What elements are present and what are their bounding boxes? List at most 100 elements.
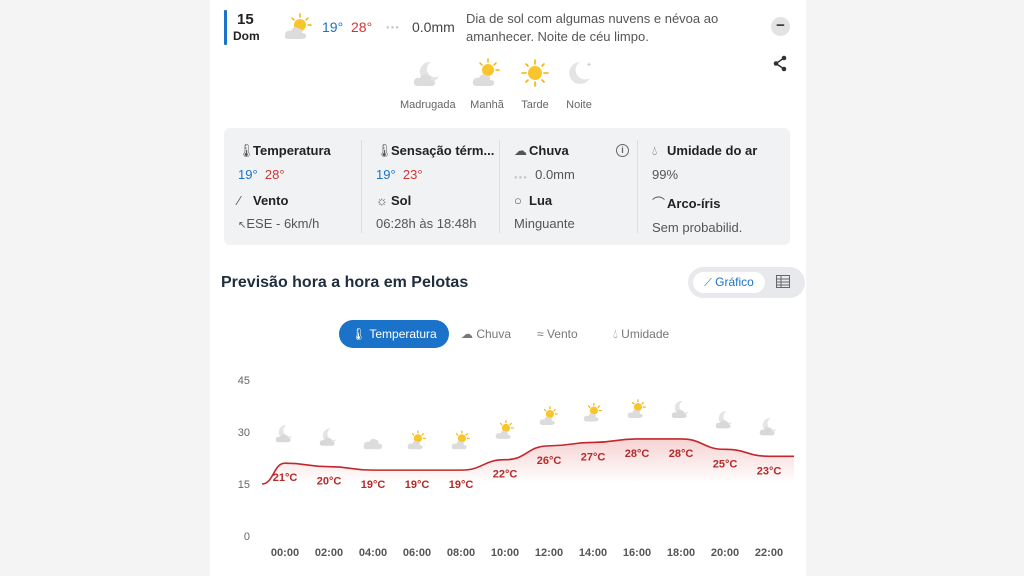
- x-tick-label: 20:00: [711, 547, 739, 559]
- wind-icon: ⁄: [238, 193, 241, 208]
- y-tick-label: 30: [238, 427, 250, 439]
- sun-cloud-icon: [539, 406, 558, 426]
- detail-humidity: 💧︎ Umidade do ar 99%: [652, 143, 758, 182]
- share-icon[interactable]: [772, 55, 788, 77]
- x-tick-label: 12:00: [535, 547, 563, 559]
- rain-drops-icon: ●●●: [386, 25, 400, 31]
- tab-umidade[interactable]: 💧︎ Umidade: [613, 327, 670, 341]
- period-label: Madrugada: [400, 99, 456, 111]
- day-date-number: 15: [237, 11, 254, 28]
- rain-cloud-icon: ☁︎: [514, 143, 527, 158]
- y-tick-label: 0: [244, 531, 250, 543]
- data-label: 25°C: [713, 458, 738, 470]
- wind-icon: ≈: [537, 327, 544, 341]
- table-view-icon[interactable]: [776, 275, 790, 288]
- data-label: 28°C: [669, 448, 694, 460]
- moon-cloud-icon: [275, 424, 293, 443]
- moon-cloud-icon: [715, 411, 733, 429]
- day-description: Dia de sol com algumas nuvens e névoa ao…: [466, 11, 719, 44]
- drop-icon: 💧︎: [613, 327, 618, 341]
- trend-icon: ⟋: [704, 277, 712, 289]
- temp-max-value: 28°: [264, 167, 285, 182]
- sun-cloud-icon: [495, 420, 514, 440]
- x-tick-label: 22:00: [755, 547, 783, 559]
- sun-cloud-icon: [407, 430, 426, 450]
- detail-sun: ☼ Sol 06:28h às 18:48h: [376, 193, 477, 231]
- day-marker: [224, 10, 227, 45]
- feels-min-value: 19°: [376, 167, 396, 182]
- rain-drops-icon: ●●●: [514, 175, 528, 181]
- detail-moon: ○ Lua Minguante: [514, 193, 575, 231]
- x-tick-label: 16:00: [623, 547, 651, 559]
- period-tarde: Tarde: [518, 58, 552, 111]
- y-tick-label: 15: [238, 479, 250, 491]
- moon-circle-icon: ○: [514, 193, 522, 208]
- moon-cloud-icon: [413, 61, 439, 86]
- detail-rain: ☁︎ Chuva ●●● 0.0mm: [514, 143, 575, 182]
- moon-cloud-icon: [759, 418, 777, 436]
- temp-min-value: 19°: [238, 167, 258, 182]
- tab-chuva[interactable]: ☁︎ Chuva: [461, 327, 512, 341]
- data-label: 23°C: [757, 465, 782, 477]
- sun-outline-icon: ☼: [376, 193, 388, 208]
- sun-icon: [521, 59, 549, 87]
- moon-icon: ✦: [569, 61, 592, 84]
- x-tick-label: 14:00: [579, 547, 607, 559]
- detail-wind: ⁄ Vento ↖ESE - 6km/h: [238, 193, 320, 231]
- x-tick-label: 08:00: [447, 547, 475, 559]
- detail-rainbow: ⌒ Arco-íris Sem probabilid.: [652, 193, 742, 235]
- sun-cloud-icon: [472, 58, 500, 86]
- svg-text:✦: ✦: [586, 61, 592, 69]
- x-tick-label: 18:00: [667, 547, 695, 559]
- cloud-icon: [363, 438, 383, 450]
- detail-temperature: 🌡︎Temperatura 19° 28°: [238, 143, 331, 182]
- sun-cloud-icon: [627, 399, 646, 419]
- day-details-panel: 🌡︎Temperatura 19° 28° 🌡︎Sensação térm...…: [224, 128, 790, 245]
- sun-cloud-icon: [451, 430, 470, 450]
- forecast-panel: 15 Dom 19° 28° ●●● 0.0mm Dia de sol com …: [210, 0, 806, 576]
- hourly-temperature-chart: 0 15 30 45 21°C 20°C 19°C 19°C 19°C 22°C 26°C 27°C 2…: [238, 375, 794, 559]
- data-label: 19°C: [405, 479, 430, 491]
- x-tick-label: 04:00: [359, 547, 387, 559]
- data-label: 22°C: [493, 469, 518, 481]
- day-rain-amount: 0.0mm: [412, 19, 455, 35]
- moon-cloud-icon: [319, 428, 337, 446]
- sun-cloud-icon: [583, 402, 602, 423]
- day-temp-min: 19°: [322, 19, 344, 35]
- feels-max-value: 23°: [402, 167, 423, 182]
- tab-vento[interactable]: ≈ Vento: [537, 327, 578, 341]
- data-label: 20°C: [317, 476, 342, 488]
- drop-icon: 💧︎: [652, 143, 658, 158]
- data-label: 26°C: [537, 455, 562, 467]
- sun-behind-cloud-icon: [282, 12, 314, 47]
- period-label: Tarde: [521, 99, 549, 111]
- moon-cloud-icon: [671, 400, 689, 419]
- temperature-area: [262, 438, 794, 484]
- x-tick-label: 06:00: [403, 547, 431, 559]
- period-manha: Manhã: [470, 58, 504, 111]
- rain-cloud-icon: ☁︎: [461, 327, 473, 341]
- tab-temperatura[interactable]: 🌡︎ Temperatura: [339, 320, 449, 348]
- data-label: 19°C: [361, 479, 386, 491]
- y-tick-label: 45: [238, 375, 250, 387]
- day-temp-max: 28°: [351, 19, 373, 35]
- data-label: 21°C: [273, 472, 298, 484]
- view-toggle: ⟋ Gráfico: [688, 267, 805, 298]
- temperature-line: [261, 438, 794, 485]
- detail-feels-like: 🌡︎Sensação térm... 19° 23°: [376, 143, 495, 182]
- collapse-button[interactable]: −: [771, 17, 790, 36]
- period-label: Noite: [566, 99, 592, 111]
- data-label: 28°C: [625, 448, 650, 460]
- period-noite: ✦ Noite: [562, 58, 596, 111]
- feels-like-thermometer-icon: 🌡︎: [376, 143, 393, 158]
- data-label: 27°C: [581, 451, 606, 463]
- info-icon[interactable]: i: [616, 144, 629, 157]
- graph-view-button[interactable]: ⟋ Gráfico: [693, 272, 765, 293]
- period-label: Manhã: [470, 99, 504, 111]
- divider: [361, 140, 362, 233]
- thermometer-icon: 🌡︎: [238, 143, 255, 158]
- day-weekday: Dom: [233, 29, 260, 43]
- wind-direction-icon: ↖: [238, 220, 247, 231]
- period-madrugada: Madrugada: [400, 58, 456, 111]
- data-label: 19°C: [449, 479, 474, 491]
